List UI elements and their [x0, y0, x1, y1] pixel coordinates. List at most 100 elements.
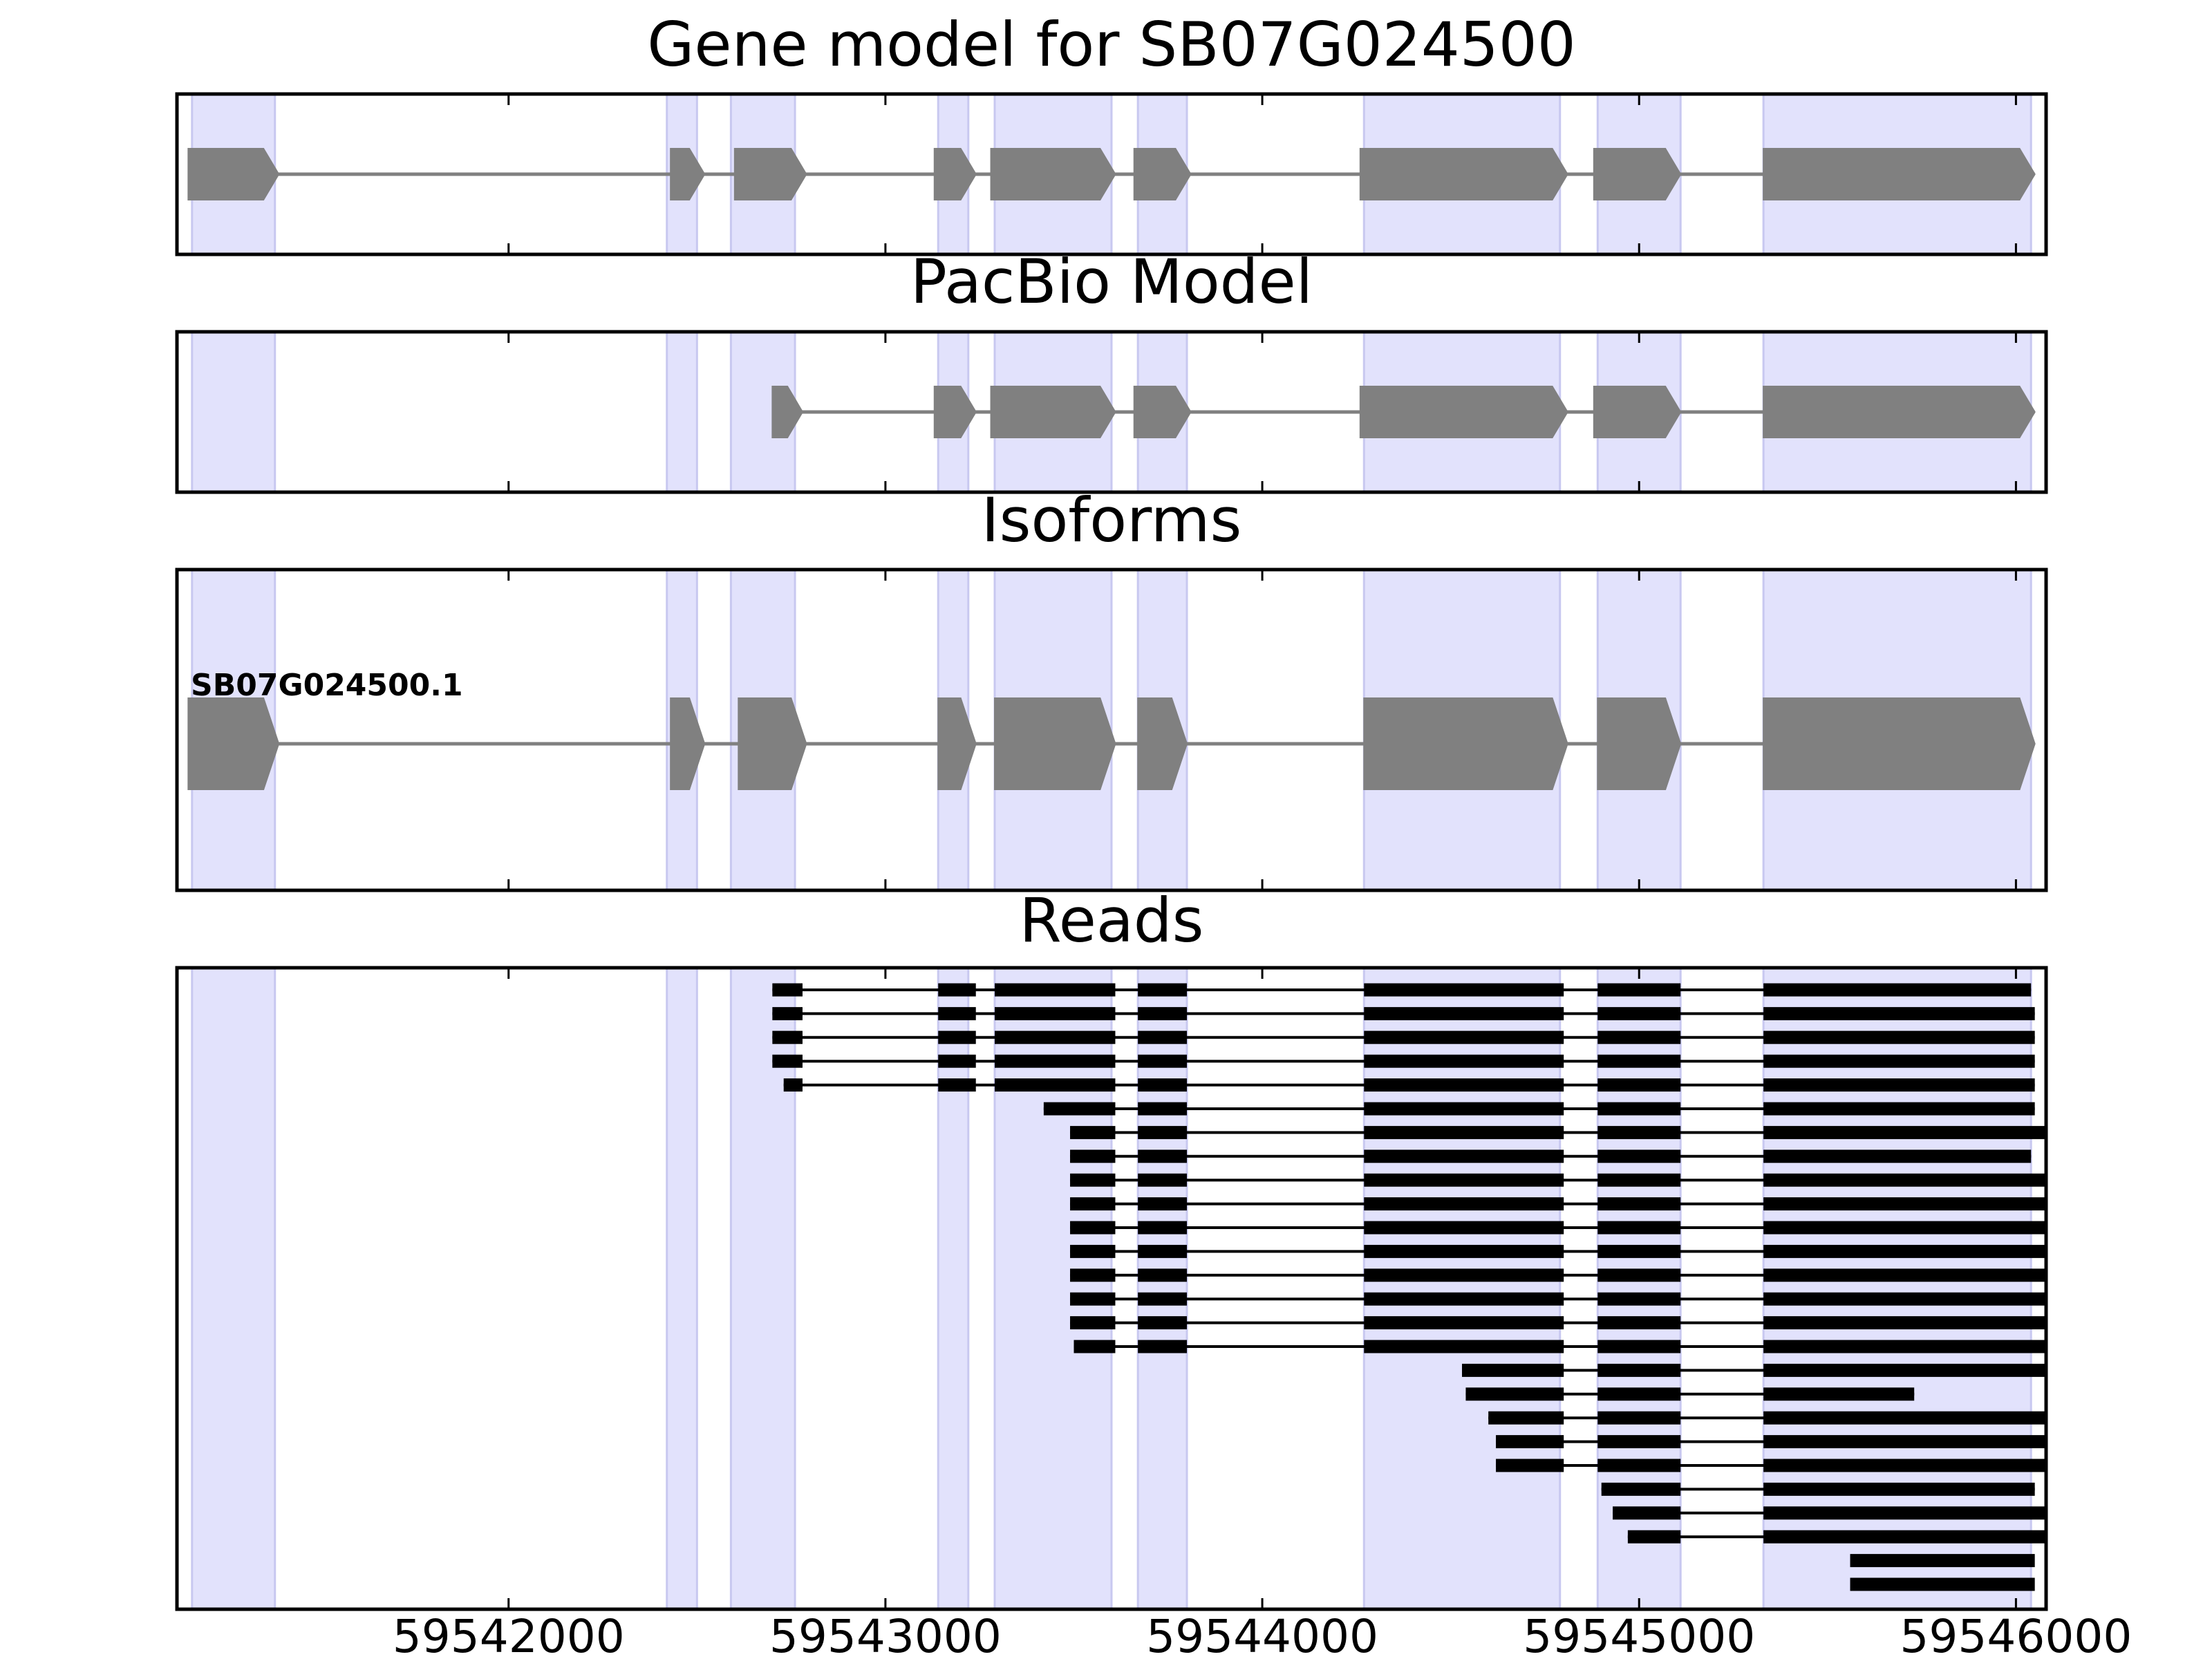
read-block — [1138, 1125, 1188, 1139]
read-block — [772, 1006, 803, 1020]
read-23 — [1613, 1506, 2046, 1520]
read-block — [1763, 1482, 2035, 1496]
read-block — [1364, 983, 1564, 997]
read-block — [1364, 1031, 1564, 1044]
read-block — [1613, 1506, 1681, 1520]
read-2 — [772, 1006, 2035, 1020]
read-11 — [1070, 1221, 2046, 1235]
read-15 — [1070, 1316, 2046, 1330]
read-block — [1138, 1316, 1188, 1330]
read-block — [1597, 1316, 1681, 1330]
exon-block — [933, 386, 977, 438]
read-block — [1496, 1435, 1564, 1449]
read-block — [1597, 1125, 1681, 1139]
panel-frame — [175, 92, 2048, 256]
panel-title: Reads — [1020, 885, 1204, 956]
exon-block — [187, 697, 280, 790]
panel-1: Gene model for SB07G024500 — [175, 9, 2048, 256]
read-8 — [1070, 1150, 2032, 1163]
read-block — [1763, 1530, 2046, 1544]
read-block — [1070, 1197, 1116, 1211]
exon-block — [1763, 386, 2036, 438]
read-block — [1364, 1244, 1564, 1258]
read-block — [1850, 1554, 2035, 1568]
read-block — [1763, 1244, 2046, 1258]
exon-block — [670, 148, 706, 200]
panel-title: PacBio Model — [910, 246, 1313, 317]
read-block — [783, 1078, 803, 1092]
x-tick-label: 59543000 — [769, 1610, 1002, 1659]
read-block — [1763, 1435, 2046, 1449]
exon-block — [1593, 148, 1682, 200]
read-block — [1138, 1173, 1188, 1187]
read-3 — [772, 1031, 2035, 1044]
read-block — [1597, 1340, 1681, 1353]
read-4 — [772, 1054, 2035, 1068]
read-19 — [1488, 1411, 2046, 1425]
read-block — [1465, 1387, 1564, 1401]
read-block — [1138, 1102, 1188, 1116]
read-block — [772, 983, 803, 997]
read-block — [1763, 1078, 2035, 1092]
exon-block — [990, 386, 1116, 438]
exon-block — [771, 386, 804, 438]
read-block — [1597, 1078, 1681, 1092]
read-6 — [1043, 1102, 2035, 1116]
read-block — [1364, 1197, 1564, 1211]
read-block — [1364, 1006, 1564, 1020]
read-block — [1364, 1125, 1564, 1139]
read-block — [1850, 1577, 2035, 1591]
read-12 — [1070, 1244, 2046, 1258]
read-block — [1364, 1054, 1564, 1068]
read-block — [1074, 1340, 1116, 1353]
read-block — [1597, 1221, 1681, 1235]
read-block — [1597, 1150, 1681, 1163]
read-block — [1364, 1340, 1564, 1353]
panel-title: Gene model for SB07G024500 — [647, 9, 1576, 80]
exon-block — [1593, 386, 1682, 438]
exon-block — [670, 697, 706, 790]
exon-block — [1133, 386, 1192, 438]
exon-block — [1597, 697, 1682, 790]
read-block — [1138, 1054, 1188, 1068]
isoform-label: SB07G024500.1 — [191, 668, 463, 703]
panel-frame — [175, 330, 2048, 494]
read-7 — [1070, 1125, 2046, 1139]
read-block — [938, 1054, 976, 1068]
read-22 — [1601, 1482, 2035, 1496]
read-block — [1627, 1530, 1681, 1544]
exon-block — [1359, 386, 1568, 438]
read-block — [1763, 1102, 2035, 1116]
read-block — [1070, 1150, 1116, 1163]
read-block — [1070, 1173, 1116, 1187]
read-block — [1763, 1125, 2046, 1139]
read-block — [772, 1054, 803, 1068]
x-tick-label: 59545000 — [1523, 1610, 1755, 1659]
read-block — [1138, 1197, 1188, 1211]
panel-3: Isoforms SB07G024500.1 — [175, 485, 2048, 892]
shaded-exon-region — [191, 966, 276, 1611]
read-block — [1138, 983, 1188, 997]
exon-block — [1133, 148, 1192, 200]
read-block — [1597, 1102, 1681, 1116]
shaded-exon-region — [1362, 966, 1562, 1611]
read-block — [1763, 1031, 2035, 1044]
read-25 — [1850, 1554, 2035, 1568]
read-block — [938, 1031, 976, 1044]
read-block — [1364, 1102, 1564, 1116]
read-block — [1763, 1173, 2046, 1187]
exon-block — [1359, 148, 1568, 200]
read-block — [1763, 1363, 2046, 1377]
read-block — [938, 1006, 976, 1020]
read-block — [1597, 1292, 1681, 1306]
shaded-exon-region — [1136, 966, 1188, 1611]
read-block — [1138, 1340, 1188, 1353]
read-block — [1364, 1221, 1564, 1235]
read-block — [1138, 1292, 1188, 1306]
read-block — [1138, 1150, 1188, 1163]
read-block — [772, 1031, 803, 1044]
shaded-exon-region — [993, 966, 1113, 1611]
panel-4: Reads — [175, 885, 2048, 1611]
read-block — [1763, 1411, 2046, 1425]
